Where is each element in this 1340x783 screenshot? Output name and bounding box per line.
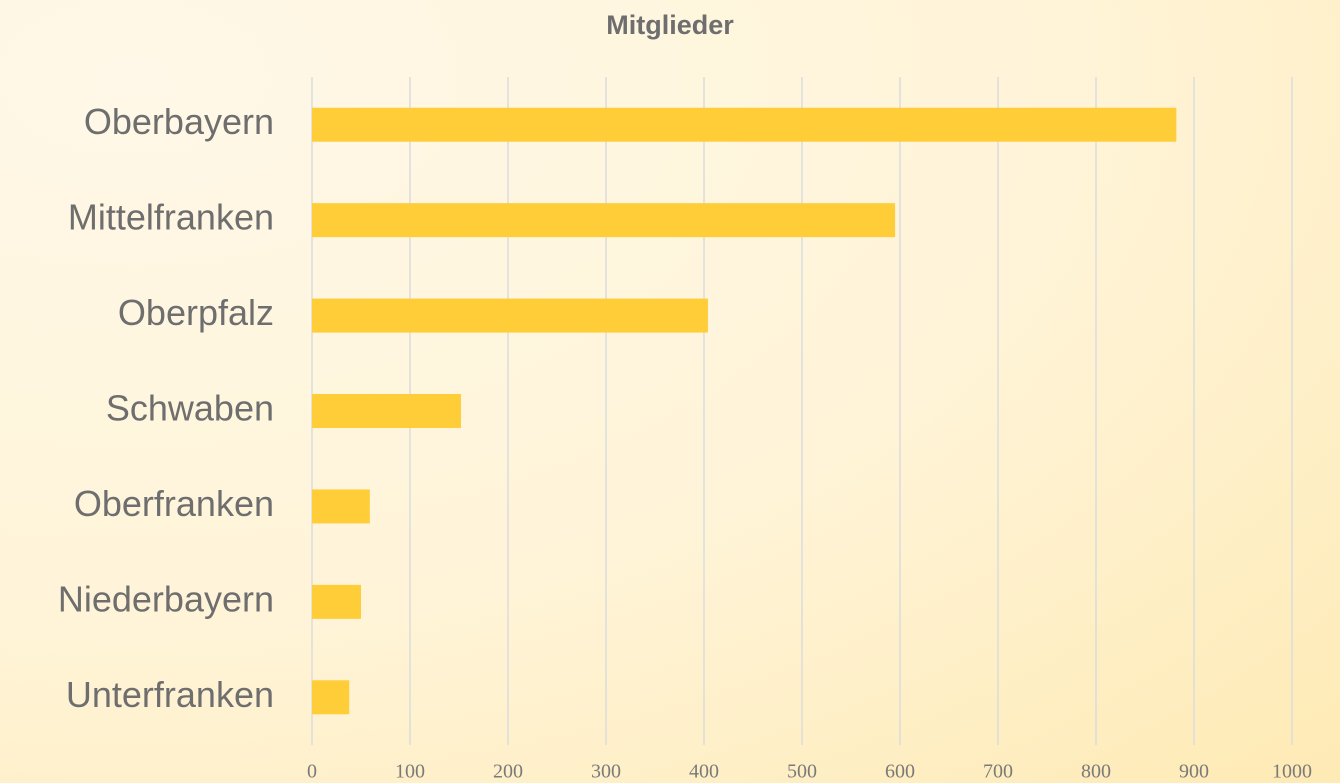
bar <box>312 298 708 333</box>
y-tick-label: Schwaben <box>106 388 274 429</box>
bar <box>312 203 896 238</box>
x-tick-label: 400 <box>689 761 719 783</box>
x-tick-label: 500 <box>787 761 817 783</box>
bar <box>312 584 361 619</box>
x-tick-label: 100 <box>395 761 425 783</box>
x-tick-label: 0 <box>307 761 317 783</box>
bar <box>312 489 370 524</box>
x-tick-label: 600 <box>885 761 915 783</box>
x-tick-label: 900 <box>1179 761 1209 783</box>
x-tick-label: 700 <box>983 761 1013 783</box>
bar <box>312 107 1177 142</box>
chart-title: Mitglieder <box>606 10 734 40</box>
x-tick-label: 300 <box>591 761 621 783</box>
y-tick-label: Oberpfalz <box>118 292 274 333</box>
y-tick-label: Mittelfranken <box>68 197 274 238</box>
x-tick-label: 200 <box>493 761 523 783</box>
x-tick-label: 1000 <box>1272 761 1312 783</box>
bar <box>312 680 350 715</box>
bar <box>312 394 461 428</box>
y-tick-label: Niederbayern <box>58 578 274 619</box>
y-tick-label: Oberbayern <box>84 101 274 142</box>
x-tick-label: 800 <box>1081 761 1111 783</box>
y-tick-label: Unterfranken <box>66 674 274 715</box>
y-tick-label: Oberfranken <box>74 483 274 524</box>
